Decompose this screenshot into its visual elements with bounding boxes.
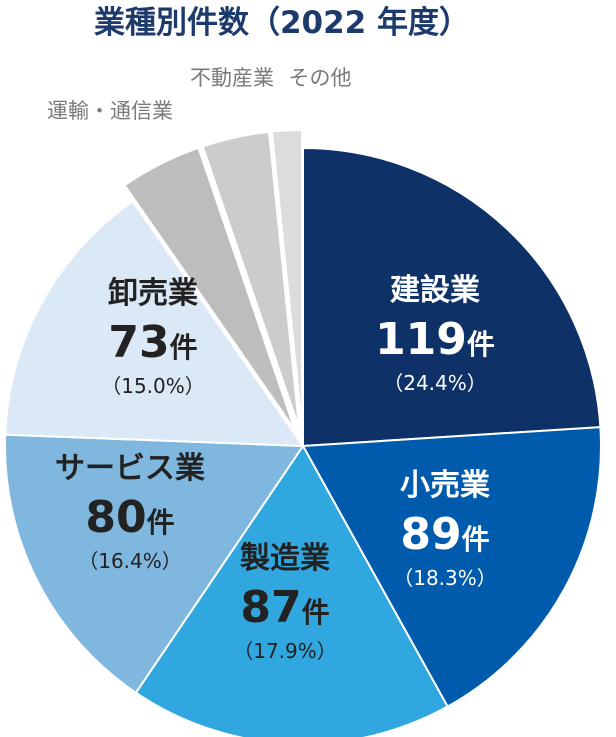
pie-slice-4 — [4, 433, 305, 695]
slice-count-label: 73件 — [108, 317, 197, 368]
slice-percent-label: （18.3%） — [393, 566, 497, 590]
slice-name-label: サービス業 — [55, 451, 205, 486]
slice-percent-label: （16.4%） — [78, 549, 182, 573]
pie-slice-3 — [134, 444, 449, 737]
slice-percent-label: （17.9%） — [233, 639, 337, 663]
slice-label-1: 建設業 119件 （24.4%） — [375, 273, 495, 395]
slice-outer-label-6: 運輸・通信業 — [47, 99, 173, 123]
pie-slice-2 — [301, 426, 602, 708]
pie-slice-8 — [270, 129, 304, 429]
pie-slice-7 — [201, 130, 301, 429]
pie-slice-5 — [4, 200, 305, 448]
slice-name-label: 製造業 — [240, 541, 330, 576]
slice-label-5: 卸売業 73件 （15.0%） — [101, 276, 205, 398]
chart-title: 業種別件数（2022 年度） — [94, 5, 470, 41]
pie-slice-6 — [123, 146, 296, 431]
slice-percent-label: （15.0%） — [101, 374, 205, 398]
slice-count-label: 89件 — [400, 509, 489, 560]
slice-outer-label-7: 不動産業 — [190, 66, 274, 90]
slice-label-2: 小売業 89件 （18.3%） — [393, 468, 497, 590]
slice-count-label: 87件 — [240, 582, 329, 633]
slice-name-label: 小売業 — [400, 468, 490, 503]
slice-percent-label: （24.4%） — [383, 371, 487, 395]
slice-count-label: 119件 — [375, 314, 495, 365]
slice-outer-label-8: その他 — [289, 66, 352, 90]
pie-labels: 建設業 119件 （24.4%） 小売業 89件 （18.3%） 製造業 87件 （17.9%）… — [47, 66, 497, 663]
slice-label-4: サービス業 80件 （16.4%） — [55, 451, 205, 573]
slice-label-3: 製造業 87件 （17.9%） — [233, 541, 337, 663]
slice-name-label: 卸売業 — [108, 276, 198, 311]
pie-slice-1 — [302, 146, 602, 448]
slice-name-label: 建設業 — [390, 273, 480, 308]
slice-count-label: 80件 — [85, 492, 174, 543]
pie-slices — [4, 129, 602, 737]
